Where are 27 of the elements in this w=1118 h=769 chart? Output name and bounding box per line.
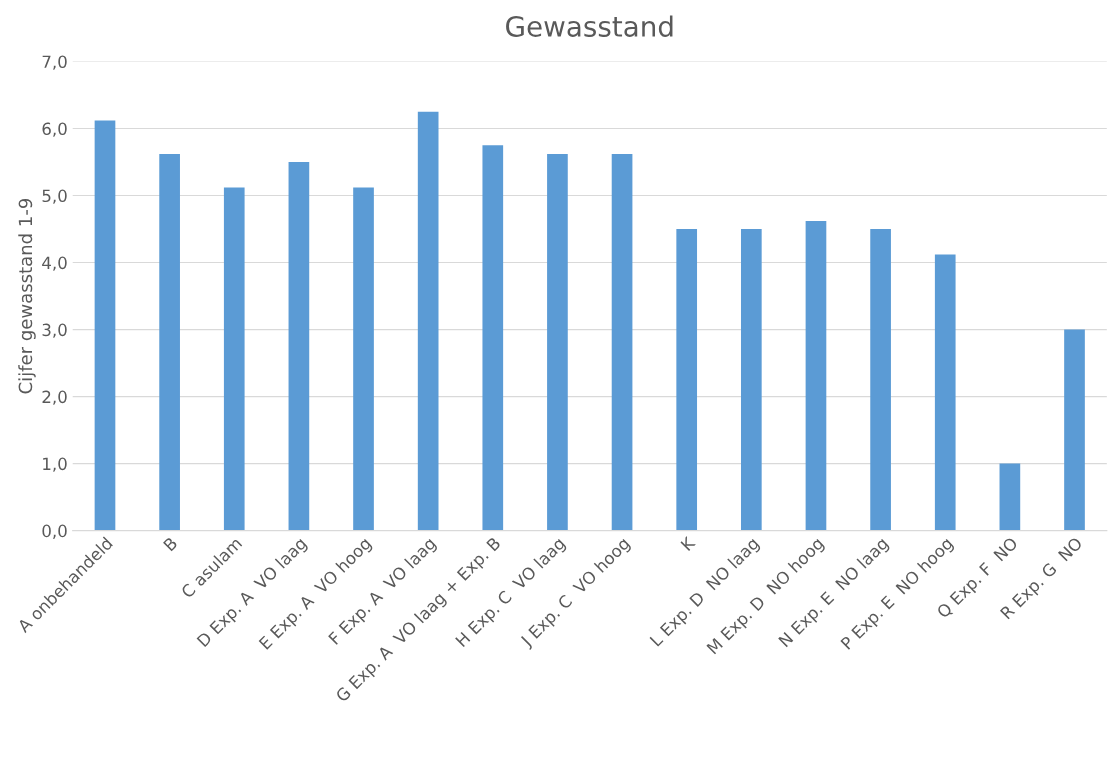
y-tick-label: 5,0	[42, 189, 67, 204]
y-tick-label: 1,0	[43, 457, 67, 472]
x-tick-label: K	[680, 535, 696, 551]
y-tick-label: 4,0	[42, 256, 67, 271]
bar	[417, 111, 439, 531]
y-tick-label: 6,0	[42, 122, 67, 137]
bar	[547, 154, 568, 531]
bar	[676, 229, 698, 531]
bar	[999, 463, 1021, 531]
bar	[353, 187, 374, 531]
bar	[482, 145, 504, 531]
y-tick-label: 3,0	[42, 323, 67, 338]
chart-title: Gewasstand	[506, 15, 673, 37]
bar	[870, 229, 891, 531]
y-axis-title: Cijfer gewasstand 1-9	[18, 198, 36, 394]
bar	[288, 162, 310, 531]
bar	[740, 229, 762, 531]
y-tick-label: 7,0	[42, 55, 67, 70]
y-tick-label: 2,0	[42, 390, 67, 405]
bar	[223, 187, 245, 531]
bar	[94, 120, 116, 531]
x-tick-label: B	[163, 536, 178, 552]
bar	[934, 254, 956, 531]
bar	[1064, 329, 1085, 531]
bar	[611, 154, 633, 531]
bar	[805, 221, 827, 531]
bar	[159, 154, 180, 531]
